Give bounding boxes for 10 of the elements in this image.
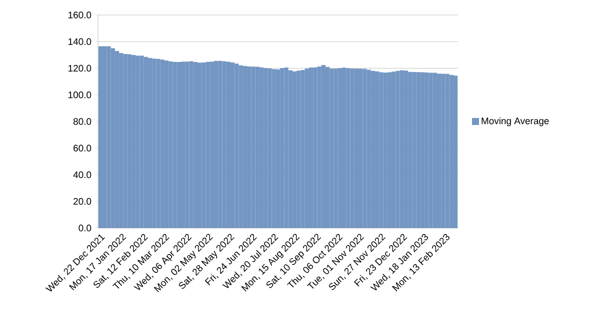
y-tick-label: 120.0	[68, 64, 92, 72]
y-tick-label: 40.0	[73, 171, 92, 178]
legend-label: Moving Average	[482, 117, 549, 126]
y-tick-label: 0.0	[78, 224, 92, 232]
y-tick-label: 140.0	[68, 38, 92, 45]
y-tick-label: 20.0	[74, 198, 92, 205]
y-tick-label: 60.0	[74, 144, 92, 152]
y-tick-label: 80.0	[73, 118, 92, 125]
y-tick-label: 160.0	[68, 12, 92, 18]
y-tick-label: 100.0	[68, 92, 92, 98]
